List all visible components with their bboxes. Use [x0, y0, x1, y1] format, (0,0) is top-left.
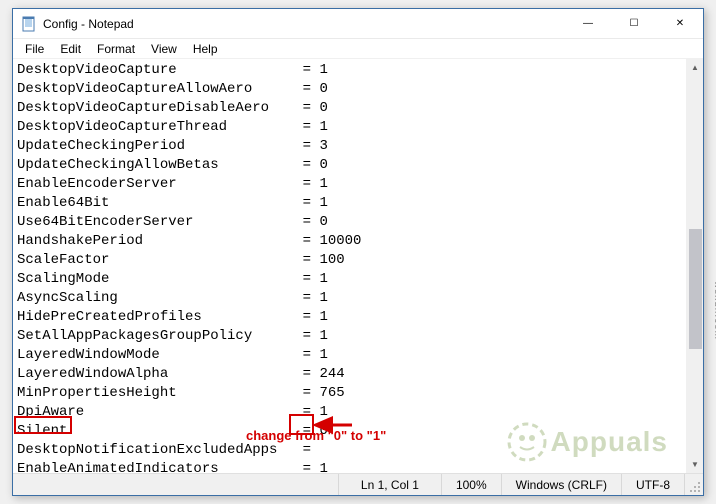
editor-line[interactable]: HidePreCreatedProfiles = 1 — [17, 308, 682, 327]
editor-line[interactable]: AsyncScaling = 1 — [17, 289, 682, 308]
editor-line[interactable]: EnableEncoderServer = 1 — [17, 175, 682, 194]
status-line-ending: Windows (CRLF) — [502, 474, 622, 495]
notepad-icon — [21, 16, 37, 32]
menubar: File Edit Format View Help — [13, 39, 703, 59]
titlebar[interactable]: Config - Notepad — ☐ ✕ — [13, 9, 703, 39]
editor-line[interactable]: Use64BitEncoderServer = 0 — [17, 213, 682, 232]
menu-file[interactable]: File — [17, 40, 52, 58]
editor-line[interactable]: DpiAware = 1 — [17, 403, 682, 422]
menu-edit[interactable]: Edit — [52, 40, 89, 58]
resize-grip-icon[interactable] — [685, 474, 703, 495]
menu-help[interactable]: Help — [185, 40, 226, 58]
editor-line[interactable]: DesktopVideoCaptureAllowAero = 0 — [17, 80, 682, 99]
editor-line[interactable]: SetAllAppPackagesGroupPolicy = 1 — [17, 327, 682, 346]
statusbar: Ln 1, Col 1 100% Windows (CRLF) UTF-8 — [13, 473, 703, 495]
highlight-key-box — [14, 416, 72, 434]
annotation-text: change from "0" to "1" — [246, 428, 386, 443]
watermark-side: wsxdn.com — [712, 281, 716, 340]
editor-line[interactable]: UpdateCheckingPeriod = 3 — [17, 137, 682, 156]
editor-line[interactable]: LayeredWindowMode = 1 — [17, 346, 682, 365]
editor-line[interactable]: DesktopVideoCaptureThread = 1 — [17, 118, 682, 137]
scroll-down-arrow[interactable]: ▼ — [687, 456, 703, 473]
editor-line[interactable]: DesktopVideoCaptureDisableAero = 0 — [17, 99, 682, 118]
editor-line[interactable]: ScaleFactor = 100 — [17, 251, 682, 270]
status-zoom: 100% — [442, 474, 502, 495]
status-spacer — [13, 474, 339, 495]
editor-line[interactable]: UpdateCheckingAllowBetas = 0 — [17, 156, 682, 175]
window-title: Config - Notepad — [43, 17, 565, 31]
status-position: Ln 1, Col 1 — [339, 474, 442, 495]
watermark-brand: Appuals — [507, 422, 668, 462]
editor-line[interactable]: Enable64Bit = 1 — [17, 194, 682, 213]
maximize-button[interactable]: ☐ — [611, 9, 657, 38]
menu-view[interactable]: View — [143, 40, 185, 58]
status-encoding: UTF-8 — [622, 474, 685, 495]
watermark-brand-text: Appuals — [551, 426, 668, 458]
close-button[interactable]: ✕ — [657, 9, 703, 38]
window-controls: — ☐ ✕ — [565, 9, 703, 38]
text-editor[interactable]: DesktopVideoCapture = 1DesktopVideoCaptu… — [13, 59, 686, 473]
editor-line[interactable]: ScalingMode = 1 — [17, 270, 682, 289]
scroll-up-arrow[interactable]: ▲ — [687, 59, 703, 76]
editor-line[interactable]: MinPropertiesHeight = 765 — [17, 384, 682, 403]
menu-format[interactable]: Format — [89, 40, 143, 58]
vertical-scrollbar[interactable]: ▲ ▼ — [686, 59, 703, 473]
editor-line[interactable]: LayeredWindowAlpha = 244 — [17, 365, 682, 384]
scroll-thumb[interactable] — [689, 229, 702, 349]
content-area: DesktopVideoCapture = 1DesktopVideoCaptu… — [13, 59, 703, 473]
minimize-button[interactable]: — — [565, 9, 611, 38]
editor-line[interactable]: HandshakePeriod = 10000 — [17, 232, 682, 251]
editor-line[interactable]: DesktopVideoCapture = 1 — [17, 61, 682, 80]
